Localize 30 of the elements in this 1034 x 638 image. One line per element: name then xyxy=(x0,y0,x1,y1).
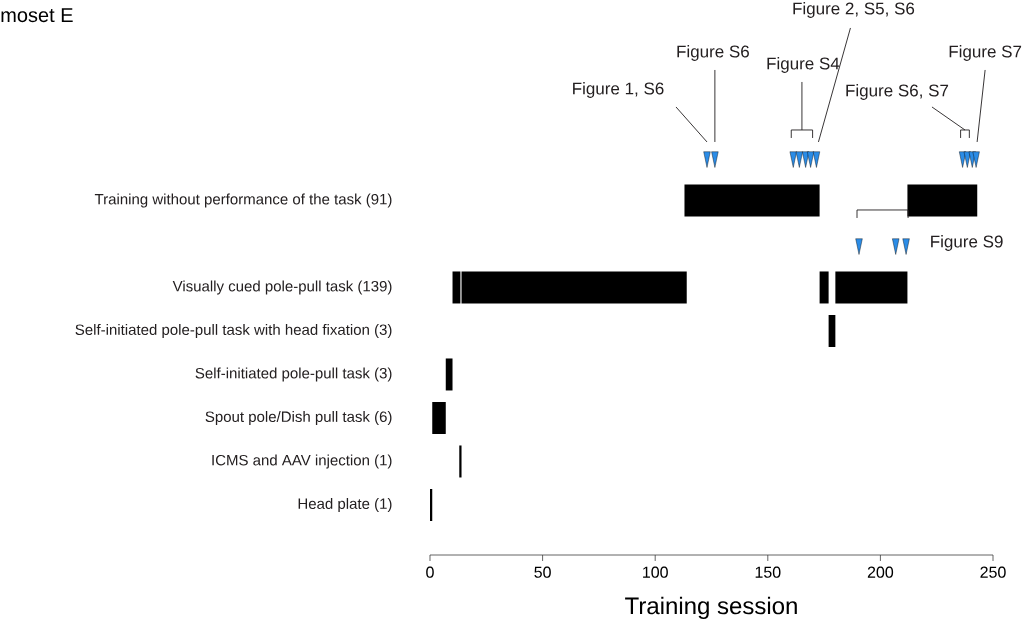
y-tick-label: Spout pole/Dish pull task (6) xyxy=(205,410,392,425)
caption: Figure S7 xyxy=(949,45,1022,61)
caption: Figure S6 xyxy=(677,45,749,61)
x-tick-label: 0 xyxy=(426,566,434,578)
caption: Figure S4 xyxy=(767,57,840,73)
y-tick-label: Training without performance of the task (91) xyxy=(94,193,392,208)
bar xyxy=(835,271,908,304)
x-tick-label: 150 xyxy=(755,566,781,578)
y-tick-label: Head plate (1) xyxy=(298,497,392,512)
bar xyxy=(819,271,829,304)
caption: Figure 2, S5, S6 xyxy=(793,2,915,18)
x-tick-label: 200 xyxy=(867,566,894,578)
bar xyxy=(459,445,462,478)
caption: Figure 1, S6 xyxy=(573,82,664,98)
bar xyxy=(684,184,820,217)
y-tick-label: Self-initiated pole-pull task with head fixation (3) xyxy=(75,323,392,338)
bar xyxy=(432,401,446,434)
x-tick-label: 50 xyxy=(534,566,551,578)
bar xyxy=(445,358,453,391)
annotation: Figure S9 xyxy=(931,235,1003,251)
x-axis-title: Training session xyxy=(625,596,797,620)
y-tick-label: Visually cued pole-pull task (139) xyxy=(172,280,392,295)
text: moset E xyxy=(1,8,73,23)
x-tick-label: 250 xyxy=(980,566,1006,578)
bar xyxy=(461,271,687,304)
bar xyxy=(907,184,978,217)
caption: Figure S6, S7 xyxy=(846,84,949,100)
y-tick-label: Self-initiated pole-pull task (3) xyxy=(195,367,392,382)
y-tick-label: ICMS and AAV injection (1) xyxy=(212,454,392,469)
x-tick-label: 100 xyxy=(643,566,668,578)
